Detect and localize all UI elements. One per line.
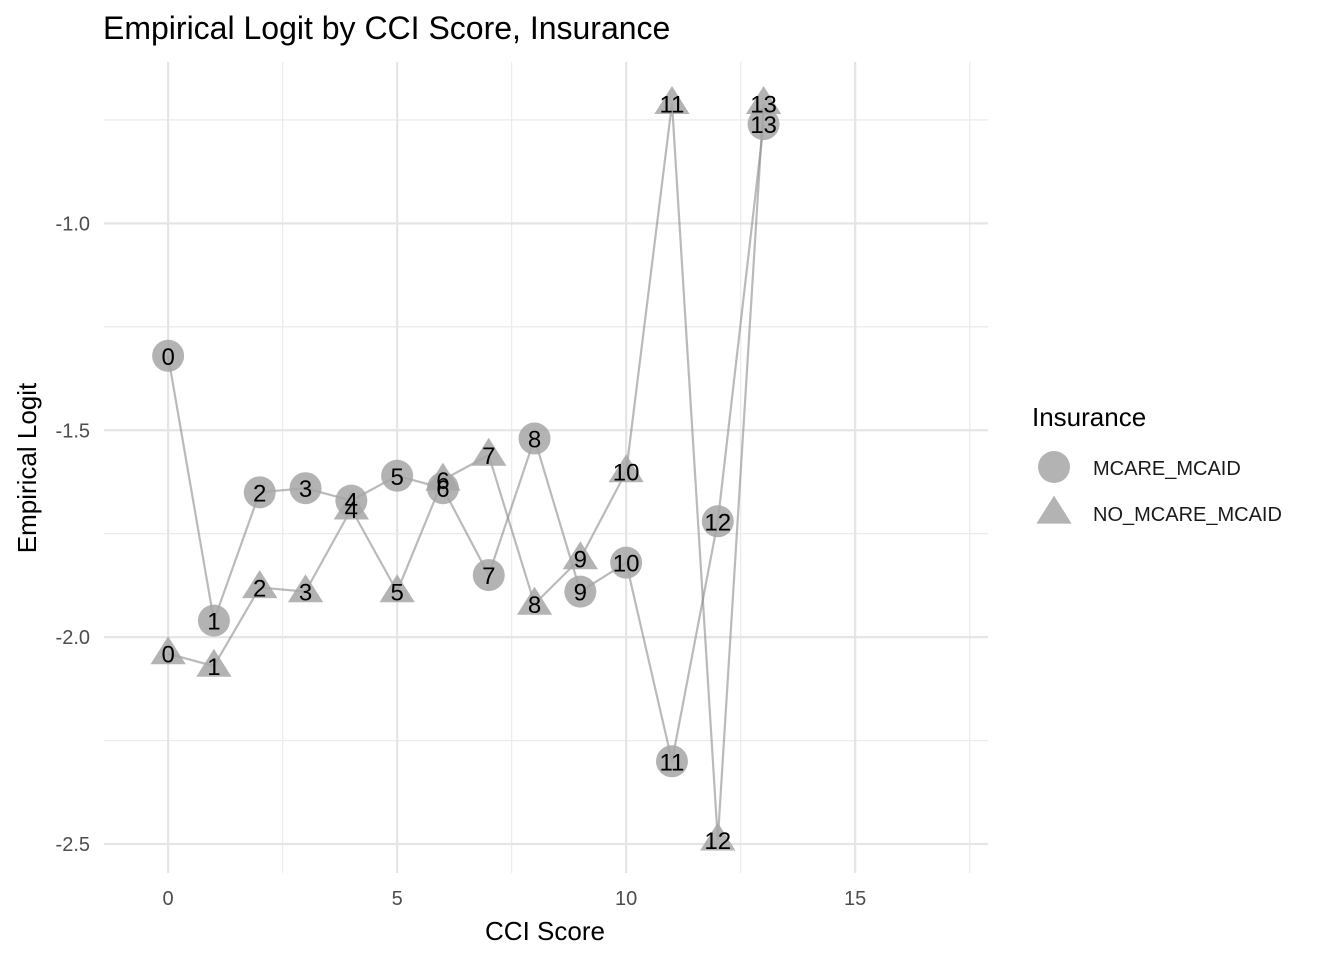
no-mcare-mcaid-point-label: 4 [345, 497, 358, 524]
mcare-mcaid-point-label: 0 [161, 344, 174, 371]
no-mcare-mcaid-point [425, 462, 461, 491]
no-mcare-mcaid-point-label: 0 [161, 642, 174, 669]
mcare-mcaid-point-label: 6 [436, 476, 449, 503]
x-tick-label: 0 [163, 888, 174, 910]
mcare-mcaid-point [518, 422, 551, 455]
no-mcare-mcaid-point-label: 1 [207, 654, 220, 681]
no-mcare-mcaid-point [471, 437, 507, 466]
no-mcare-mcaid-point-label: 12 [704, 828, 731, 855]
no-mcare-mcaid-point-label: 11 [659, 91, 684, 118]
legend-key-circle [1038, 451, 1070, 483]
series-markers [150, 86, 782, 851]
x-tick-label: 15 [844, 888, 866, 910]
no-mcare-mcaid-point-label: 2 [253, 575, 266, 602]
no-mcare-mcaid-point-label: 5 [390, 580, 403, 607]
no-mcare-mcaid-point [150, 636, 186, 665]
mcare-mcaid-point [381, 459, 414, 492]
no-mcare-mcaid-point [196, 648, 232, 677]
no-mcare-mcaid-point [608, 454, 644, 483]
no-mcare-mcaid-point [516, 586, 553, 615]
mcare-mcaid-point [289, 472, 322, 505]
no-mcare-mcaid-point-label: 10 [613, 460, 640, 487]
y-tick-label: -2.5 [56, 834, 90, 856]
grid [104, 62, 988, 873]
no-mcare-mcaid-point-label: 6 [436, 468, 449, 495]
mcare-mcaid-point [472, 559, 505, 592]
no-mcare-mcaid-point [700, 822, 736, 851]
mcare-mcaid-point [655, 745, 688, 778]
mcare-mcaid-point-label: 2 [253, 480, 266, 507]
mcare-mcaid-point [197, 604, 230, 637]
no-mcare-mcaid-point [379, 574, 415, 603]
legend-label-mcare-mcaid: MCARE_MCAID [1093, 458, 1241, 480]
mcare-mcaid-point-label: 10 [613, 551, 640, 578]
mcare-mcaid-point-label: 4 [345, 489, 358, 516]
mcare-mcaid-point-label: 1 [207, 609, 220, 636]
mcare-mcaid-point-label: 13 [750, 112, 777, 139]
no-mcare-mcaid-point [654, 86, 690, 114]
mcare-mcaid-point-label: 3 [299, 476, 312, 503]
no-mcare-mcaid-point-label: 7 [482, 443, 495, 470]
no-mcare-mcaid-point [745, 86, 782, 114]
legend-title: Insurance [1032, 402, 1146, 432]
mcare-mcaid-point [701, 505, 734, 538]
no-mcare-mcaid-line [167, 103, 765, 840]
x-axis-title: CCI Score [485, 916, 605, 946]
series-lines [167, 103, 765, 840]
no-mcare-mcaid-point-label: 9 [574, 547, 587, 574]
mcare-mcaid-point-label: 12 [704, 509, 731, 536]
legend: Insurance MCARE_MCAID NO_MCARE_MCAID [1032, 402, 1282, 526]
no-mcare-mcaid-point-label: 13 [750, 91, 777, 118]
legend-label-no-mcare-mcaid: NO_MCARE_MCAID [1093, 504, 1282, 526]
y-tick-label: -2.0 [56, 627, 90, 649]
no-mcare-mcaid-point-label: 3 [299, 580, 312, 607]
mcare-mcaid-point-label: 7 [482, 563, 495, 590]
no-mcare-mcaid-point-label: 8 [528, 592, 541, 619]
no-mcare-mcaid-point [287, 574, 324, 603]
legend-items: MCARE_MCAID NO_MCARE_MCAID [1036, 451, 1282, 526]
mcare-mcaid-point [152, 339, 185, 372]
mcare-mcaid-point [610, 546, 643, 579]
no-mcare-mcaid-point [242, 570, 278, 599]
mcare-mcaid-point-label: 11 [659, 749, 684, 776]
axis-ticks: 0 5 10 15-2.5-2.0-1.5-1.0 [56, 213, 867, 910]
mcare-mcaid-point [243, 476, 276, 509]
chart-title: Empirical Logit by CCI Score, Insurance [103, 10, 670, 46]
mcare-mcaid-point [564, 575, 597, 608]
mcare-mcaid-line [167, 123, 765, 762]
mcare-mcaid-point [747, 108, 780, 141]
mcare-mcaid-point-label: 5 [390, 464, 403, 491]
no-mcare-mcaid-point [562, 541, 598, 570]
no-mcare-mcaid-point [333, 491, 369, 520]
x-tick-label: 5 [392, 888, 403, 910]
legend-key-triangle [1036, 495, 1072, 524]
x-tick-label: 10 [615, 888, 637, 910]
y-axis-title: Empirical Logit [12, 382, 42, 553]
y-tick-label: -1.0 [56, 213, 90, 235]
mcare-mcaid-point-label: 8 [528, 427, 541, 454]
mcare-mcaid-point-label: 9 [574, 580, 587, 607]
y-tick-label: -1.5 [56, 420, 90, 442]
